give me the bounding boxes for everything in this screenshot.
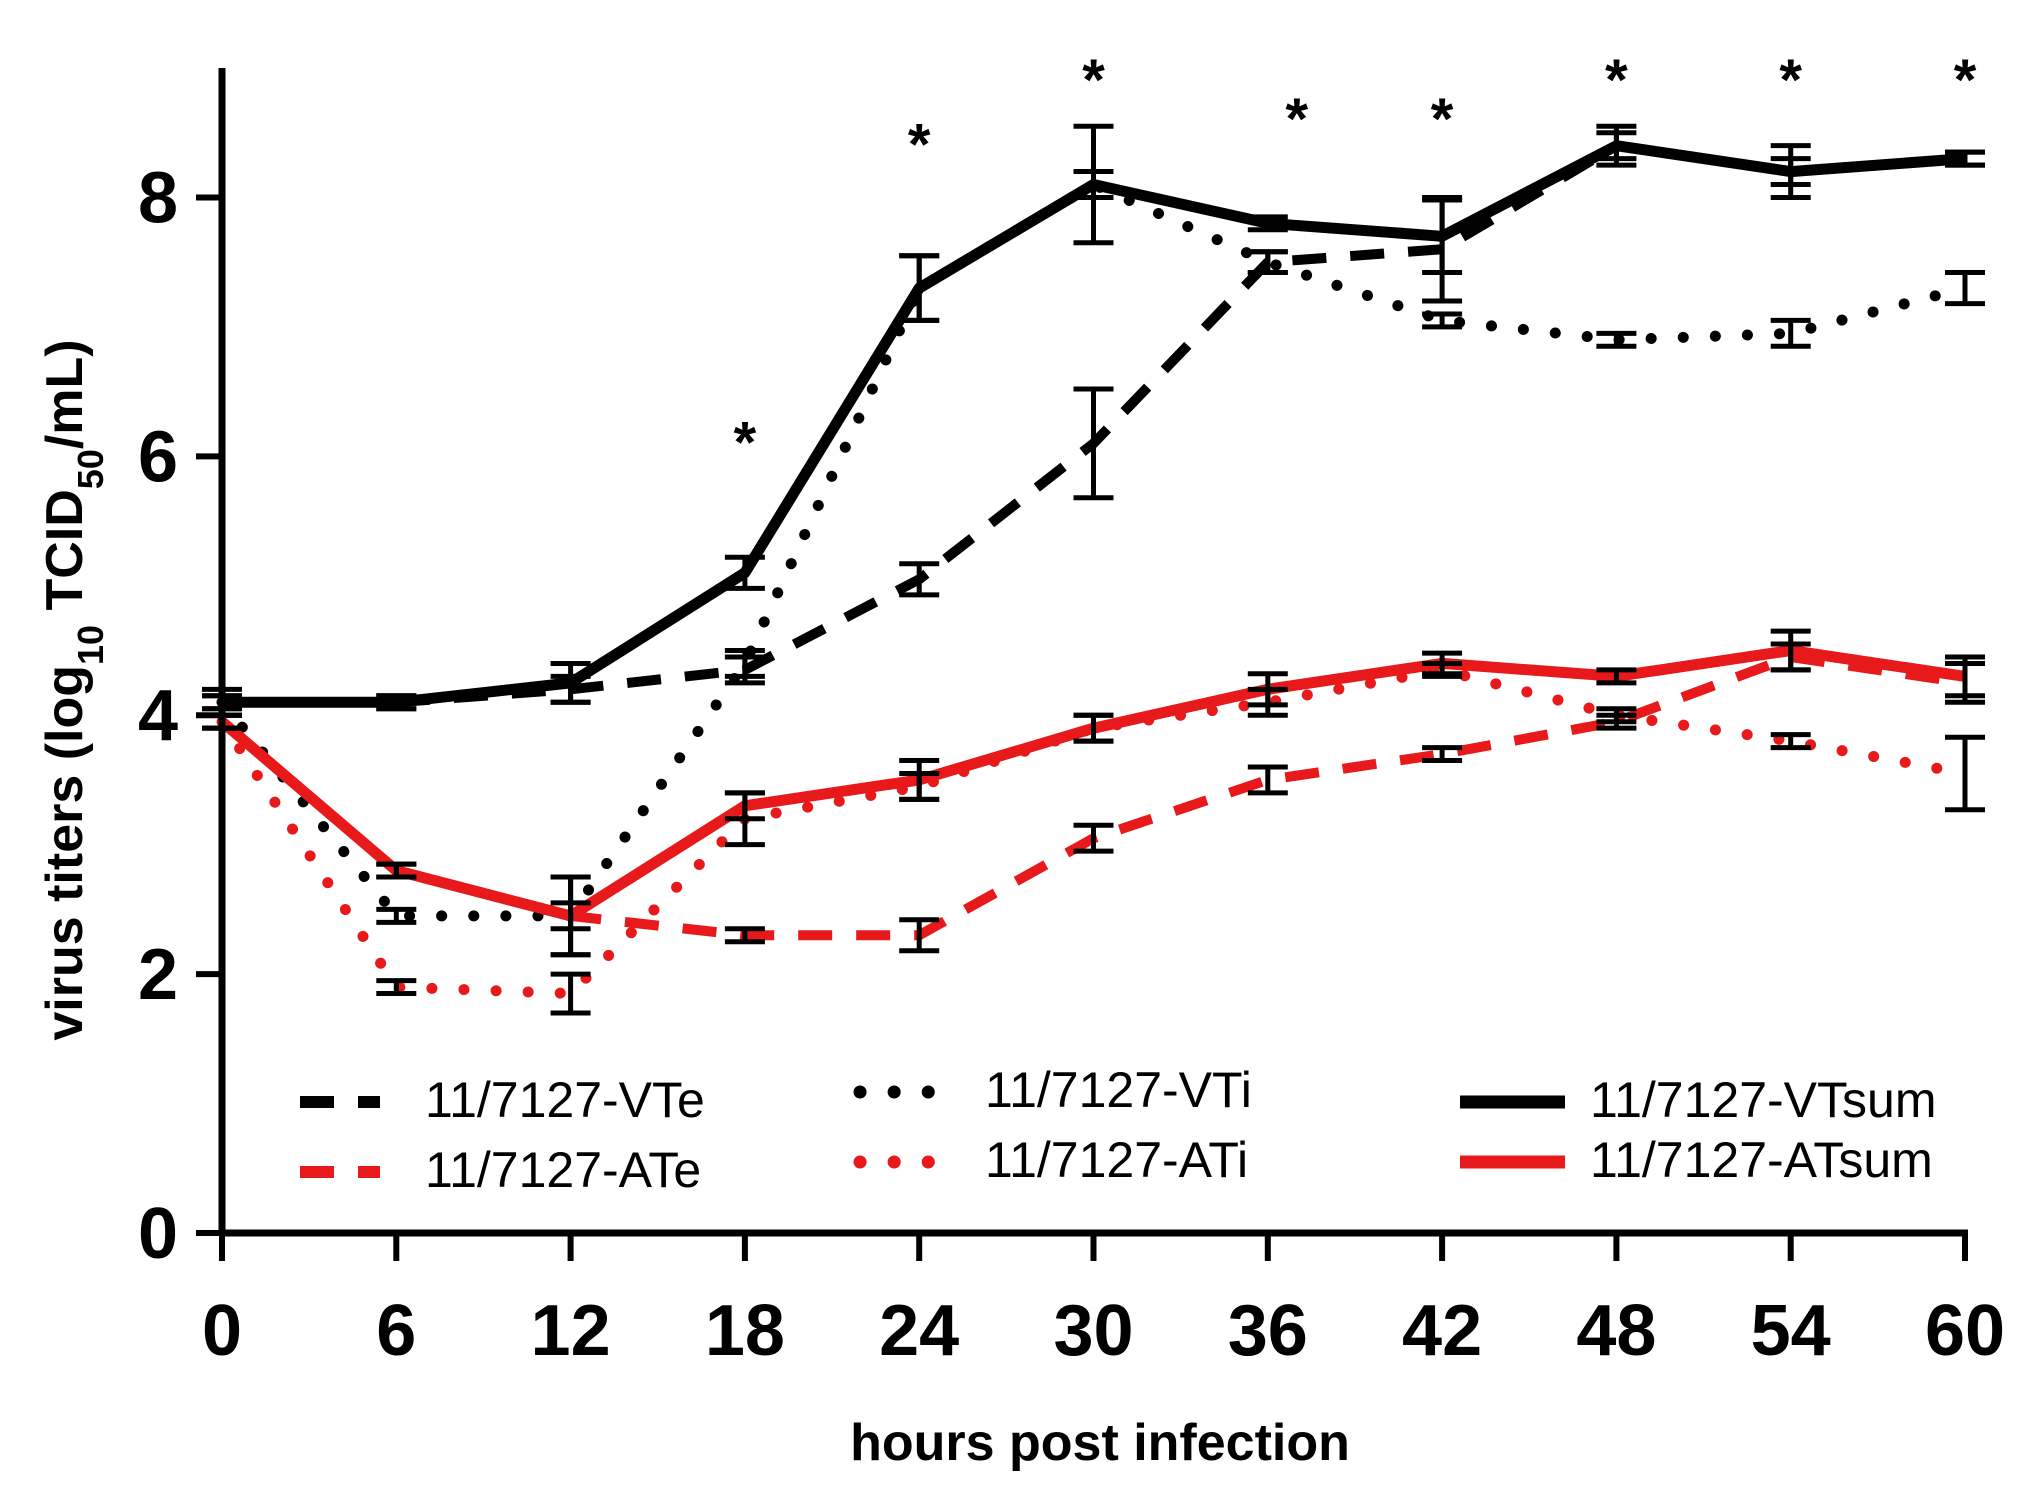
error-bar-11-7127-vti bbox=[1247, 249, 1288, 276]
significance-asterisk: * bbox=[1605, 48, 1628, 113]
error-bar-11-7127-ate bbox=[1073, 822, 1114, 854]
legend-label: 11/7127-ATe bbox=[425, 1142, 701, 1198]
error-bar-11-7127-ati bbox=[1945, 734, 1985, 813]
x-tick-label: 6 bbox=[376, 1291, 416, 1371]
error-bar-11-7127-vti bbox=[1596, 330, 1637, 349]
error-bar-11-7127-atsum bbox=[550, 874, 591, 958]
y-axis-label-mid: TCID bbox=[36, 489, 94, 625]
error-bar-11-7127-vte bbox=[899, 561, 940, 598]
significance-asterisk: * bbox=[1431, 87, 1454, 152]
error-bar-11-7127-atsum bbox=[899, 758, 940, 802]
error-bar-11-7127-vtsum bbox=[1422, 197, 1463, 276]
y-tick-label: 6 bbox=[138, 417, 178, 497]
legend-item-11-7127-vtsum: 11/7127-VTsum bbox=[1460, 1072, 1936, 1128]
legend-item-11-7127-vte: 11/7127-VTe bbox=[300, 1072, 705, 1128]
significance-group: * * * * * * * * bbox=[734, 48, 1977, 475]
error-bars-group bbox=[202, 123, 1985, 1016]
x-tick-label: 48 bbox=[1576, 1291, 1656, 1371]
error-bar-11-7127-atsum bbox=[724, 790, 765, 822]
x-tick-label: 60 bbox=[1925, 1291, 2005, 1371]
series-group bbox=[216, 140, 1971, 999]
legend-label: 11/7127-ATi bbox=[985, 1132, 1248, 1188]
error-bar-11-7127-vtsum bbox=[376, 693, 417, 712]
x-tick-label: 18 bbox=[705, 1291, 785, 1371]
y-tick-label: 8 bbox=[138, 158, 178, 238]
error-bar-11-7127-vti bbox=[376, 906, 417, 925]
error-bar-11-7127-ati bbox=[376, 978, 417, 997]
x-tick-label: 54 bbox=[1751, 1291, 1831, 1371]
y-axis-label-end: /mL) bbox=[36, 339, 94, 449]
significance-asterisk: * bbox=[1082, 48, 1105, 113]
error-bar-11-7127-vti bbox=[724, 648, 765, 679]
error-bar-11-7127-atsum bbox=[1422, 650, 1463, 677]
error-bar-11-7127-vti bbox=[1422, 311, 1463, 330]
error-bar-11-7127-ati bbox=[1770, 732, 1811, 751]
error-bar-11-7127-ate bbox=[899, 917, 940, 954]
significance-asterisk: * bbox=[908, 113, 931, 178]
y-tick-label: 0 bbox=[138, 1194, 178, 1274]
error-bar-11-7127-vti bbox=[1770, 317, 1811, 349]
error-bar-11-7127-ate bbox=[1247, 764, 1288, 796]
error-bar-11-7127-atsum bbox=[1945, 654, 1985, 699]
x-tick-label: 42 bbox=[1402, 1291, 1482, 1371]
y-tick-label: 2 bbox=[138, 935, 178, 1015]
x-tick-label: 30 bbox=[1053, 1291, 1133, 1371]
error-bar-11-7127-vtsum bbox=[899, 253, 940, 323]
series-line-11-7127-vti bbox=[216, 179, 1971, 922]
x-tick-label: 24 bbox=[879, 1291, 959, 1371]
legend-label: 11/7127-ATsum bbox=[1590, 1132, 1933, 1188]
legend-item-11-7127-vti: 11/7127-VTi bbox=[853, 1062, 1252, 1118]
legend-label: 11/7127-VTi bbox=[985, 1062, 1252, 1118]
legend-item-11-7127-ate: 11/7127-ATe bbox=[300, 1142, 701, 1198]
significance-asterisk: * bbox=[1779, 48, 1802, 113]
x-tick-label: 12 bbox=[531, 1291, 611, 1371]
error-bar-11-7127-ate bbox=[724, 926, 765, 945]
y-axis-label-main: virus titers (log bbox=[36, 665, 94, 1041]
error-bar-11-7127-vtsum bbox=[1945, 149, 1985, 168]
legend-label: 11/7127-VTe bbox=[425, 1072, 705, 1128]
error-bar-11-7127-vti bbox=[1945, 270, 1985, 307]
legend-item-11-7127-atsum: 11/7127-ATsum bbox=[1460, 1132, 1933, 1188]
error-bar-11-7127-atsum bbox=[376, 861, 417, 880]
y-axis-label-sub2: 50 bbox=[70, 449, 111, 489]
error-bar-11-7127-vtsum bbox=[550, 660, 591, 705]
error-bar-11-7127-ati bbox=[550, 971, 591, 1016]
error-bar-11-7127-ate bbox=[1422, 745, 1463, 764]
error-bar-11-7127-atsum bbox=[1770, 628, 1811, 673]
significance-asterisk: * bbox=[1286, 87, 1309, 152]
x-tick-label: 36 bbox=[1228, 1291, 1308, 1371]
x-axis-label: hours post infection bbox=[850, 1414, 1350, 1472]
error-bar-11-7127-atsum bbox=[1247, 671, 1288, 708]
legend-label: 11/7127-VTsum bbox=[1590, 1072, 1936, 1128]
error-bar-11-7127-vtsum bbox=[1073, 123, 1114, 246]
significance-asterisk: * bbox=[1954, 48, 1977, 113]
error-bar-11-7127-vtsum bbox=[1247, 214, 1288, 233]
error-bar-11-7127-atsum bbox=[1073, 712, 1114, 744]
y-axis-label: virus titers (log10 TCID50/mL) bbox=[36, 339, 111, 1040]
y-tick-label: 4 bbox=[138, 676, 178, 756]
error-bar-11-7127-vtsum bbox=[1596, 123, 1637, 168]
legend: 11/7127-VTe 11/7127-ATe 11/7127-VTi 11/7127… bbox=[300, 1062, 1936, 1198]
y-axis-label-sub1: 10 bbox=[70, 625, 111, 665]
error-bar-11-7127-atsum bbox=[1596, 667, 1637, 686]
significance-asterisk: * bbox=[734, 410, 757, 475]
error-bar-11-7127-vte bbox=[1073, 386, 1114, 501]
error-bar-11-7127-ati bbox=[1596, 706, 1637, 725]
error-bar-11-7127-vtsum bbox=[1770, 143, 1811, 200]
legend-item-11-7127-ati: 11/7127-ATi bbox=[853, 1132, 1248, 1188]
error-bar-11-7127-vtsum bbox=[724, 554, 765, 591]
x-tick-label: 0 bbox=[202, 1291, 242, 1371]
